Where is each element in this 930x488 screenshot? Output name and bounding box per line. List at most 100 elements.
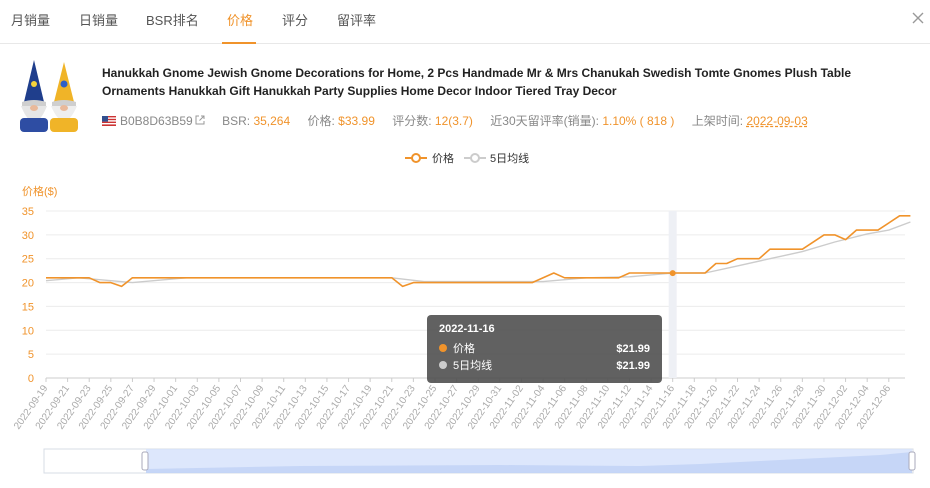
tooltip-label-price: 价格 [453,343,475,355]
tooltip-dot-ma5 [439,361,447,369]
x-tick-label: 2022-10-23 [379,383,418,432]
bsr-field: BSR: 35,264 [222,114,290,128]
zoom-track [43,448,914,474]
x-tick-label: 2022-10-13 [271,383,310,432]
y-tick-label: 20 [22,278,34,290]
hover-highlight-band [668,211,677,378]
y-axis-ticks: 0 5 10 15 20 25 30 35 [22,206,34,385]
x-tick-label: 2022-11-24 [726,383,764,431]
x-tick-label: 2022-11-26 [747,383,785,431]
x-tick-label: 2022-10-03 [163,383,202,432]
review-rate-field: 近30天留评率(销量): 1.10% ( 818 ) [490,114,674,128]
x-tick-label: 2022-11-08 [553,383,591,431]
x-tick-label: 2022-11-14 [618,383,656,431]
series-line-ma5 [45,221,911,284]
x-tick-label: 2022-10-05 [185,383,224,432]
x-tick-label: 2022-10-27 [423,383,462,432]
x-tick-label: 2022-09-21 [34,383,73,432]
x-tick-label: 2022-11-22 [704,383,742,431]
tab-daily-sales[interactable]: 日销量 [79,13,119,28]
y-tick-label: 35 [22,206,34,218]
tab-review-rate[interactable]: 留评率 [337,13,377,28]
asin-field[interactable]: B0B8D63B59 [102,114,208,128]
zoom-handle-left [141,451,149,471]
x-axis-ticks: 2022-09-192022-09-212022-09-232022-09-25… [12,378,893,432]
x-tick-label: 2022-10-09 [228,383,267,432]
active-tab-indicator [222,42,256,44]
legend-item-ma5[interactable]: 5日均线 [464,151,529,165]
x-tick-label: 2022-09-25 [77,383,116,432]
y-axis-title: 价格($) [22,184,57,198]
rating-value: 12(3.7) [434,114,473,128]
zoom-preview-area [146,452,912,473]
highlight-point [669,270,676,277]
product-meta: B0B8D63B59 BSR: 35,264 价格: $33.99 评分数: 1… [102,112,822,129]
tab-price[interactable]: 价格 [227,13,254,28]
x-tick-label: 2022-10-17 [315,383,354,432]
price-field: 价格: $33.99 [307,114,374,128]
series-lines [45,215,911,288]
x-tick-label: 2022-11-30 [790,383,828,431]
y-tick-label: 0 [28,373,34,385]
legend-item-price[interactable]: 价格 [405,151,454,165]
x-tick-label: 2022-11-10 [574,383,612,431]
tooltip-value-price: $21.99 [616,343,650,355]
chart-legend[interactable]: 价格 5日均线 [405,151,529,165]
bsr-label: BSR: [222,114,251,128]
tooltip-row-ma5: 5日均线 $21.99 [439,358,650,375]
x-tick-label: 2022-12-02 [812,383,851,432]
x-tick-label: 2022-09-29 [120,383,159,432]
x-tick-label: 2022-11-18 [661,383,699,431]
listed-date-field: 上架时间: 2022-09-03 [692,114,808,128]
x-tick-label: 2022-11-28 [769,383,807,431]
external-link-icon[interactable] [195,115,205,125]
x-tick-label: 2022-10-11 [250,383,288,431]
rating-label: 评分数: [392,114,432,128]
tooltip-dot-price [439,344,447,352]
listed-date-value[interactable]: 2022-09-03 [746,114,808,128]
listed-date-label: 上架时间: [691,114,744,128]
asin-value: B0B8D63B59 [120,114,193,128]
chart-tabs: 月销量 日销量 BSR排名 价格 评分 留评率 [0,0,930,44]
x-tick-label: 2022-10-25 [401,383,440,432]
zoom-handle-right [908,451,916,471]
x-tick-label: 2022-09-19 [12,383,51,432]
price-label: 价格: [307,114,335,128]
zoom-selection [146,449,912,473]
x-tick-label: 2022-10-07 [207,383,246,432]
x-tick-label: 2022-11-06 [531,383,569,431]
tooltip-date: 2022-11-16 [439,323,495,335]
y-tick-label: 25 [22,254,34,266]
us-flag-icon [102,116,116,126]
product-title[interactable]: Hanukkah Gnome Jewish Gnome Decorations … [102,66,852,98]
tab-bsr-rank[interactable]: BSR排名 [146,13,199,28]
tab-rating[interactable]: 评分 [282,13,309,28]
close-icon[interactable] [911,11,925,25]
x-tick-label: 2022-11-12 [596,383,634,431]
zoom-slider[interactable] [43,448,916,474]
series-line-price [46,215,911,288]
x-tick-label: 2022-10-21 [358,383,397,432]
y-tick-label: 5 [28,349,34,361]
x-tick-label: 2022-10-01 [142,383,181,432]
bsr-value: 35,264 [253,114,291,128]
x-tick-label: 2022-10-29 [444,383,483,432]
review-rate-value: 1.10% ( 818 ) [602,114,675,128]
tab-monthly-sales[interactable]: 月销量 [11,13,51,28]
x-tick-label: 2022-10-19 [336,383,375,432]
x-tick-label: 2022-09-23 [55,383,94,432]
x-tick-label: 2022-11-02 [488,383,526,431]
price-value: $33.99 [338,114,375,128]
x-tick-label: 2022-11-20 [682,383,720,431]
y-tick-label: 10 [22,325,34,337]
y-tick-label: 15 [22,301,34,313]
x-tick-label: 2022-11-04 [510,383,548,431]
chart-tooltip: 2022-11-16 价格 $21.99 5日均线 $21.99 [427,315,662,383]
x-tick-label: 2022-10-15 [293,383,332,432]
x-tick-label: 2022-10-31 [466,383,505,432]
product-info: Hanukkah Gnome Jewish Gnome Decorations … [16,56,916,136]
product-image[interactable] [16,58,82,136]
tooltip-row-price: 价格 $21.99 [439,341,650,358]
x-tick-label: 2022-12-06 [855,383,894,432]
x-tick-label: 2022-09-27 [99,383,138,432]
